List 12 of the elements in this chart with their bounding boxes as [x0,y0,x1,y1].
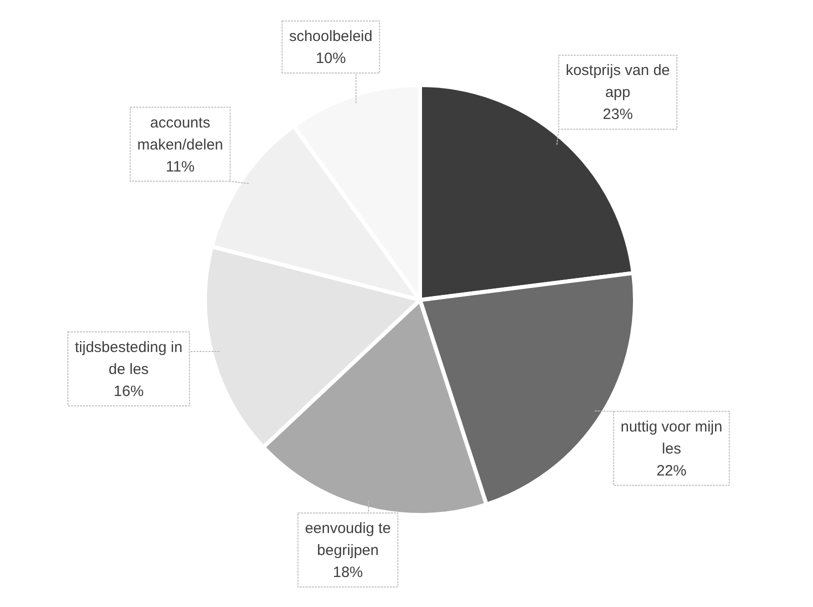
slice-label: kostprijs van de app [566,62,670,102]
slice-label: tijdsbesteding in de les [74,338,182,378]
slice-label: nuttig voor mijn les [620,418,722,458]
slice-label: eenvoudig te begrijpen [304,520,391,559]
slice-label: schoolbeleid [289,28,372,46]
data-label: 11% [166,158,195,176]
data-label: 22% [656,462,687,480]
data-label: 18% [332,564,363,581]
slice-label: accounts maken/delen [137,114,224,154]
data-label: 10% [316,50,346,68]
data-label: 16% [114,382,144,400]
data-label: 23% [602,106,633,124]
